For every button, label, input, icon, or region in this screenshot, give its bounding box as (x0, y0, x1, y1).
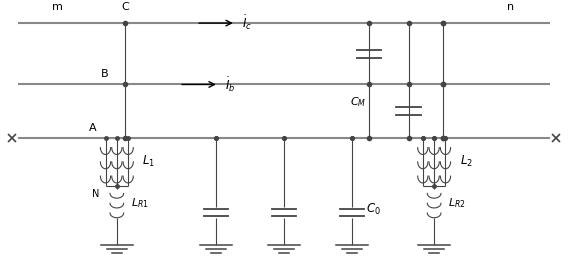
Text: $C_M$: $C_M$ (350, 95, 366, 109)
Text: m: m (52, 2, 63, 13)
Text: $L_1$: $L_1$ (143, 154, 156, 169)
Text: N: N (93, 188, 100, 199)
Text: B: B (101, 69, 108, 79)
Text: $L_{R2}$: $L_{R2}$ (448, 196, 466, 210)
Text: C: C (122, 2, 130, 13)
Text: $L_{R1}$: $L_{R1}$ (131, 196, 149, 210)
Text: n: n (507, 2, 514, 13)
Text: $\dot{I}_b$: $\dot{I}_b$ (224, 75, 235, 94)
Text: A: A (89, 122, 97, 132)
Text: $C_0$: $C_0$ (366, 202, 381, 218)
Text: $\dot{I}_c$: $\dot{I}_c$ (241, 14, 252, 32)
Text: $L_2$: $L_2$ (460, 154, 473, 169)
